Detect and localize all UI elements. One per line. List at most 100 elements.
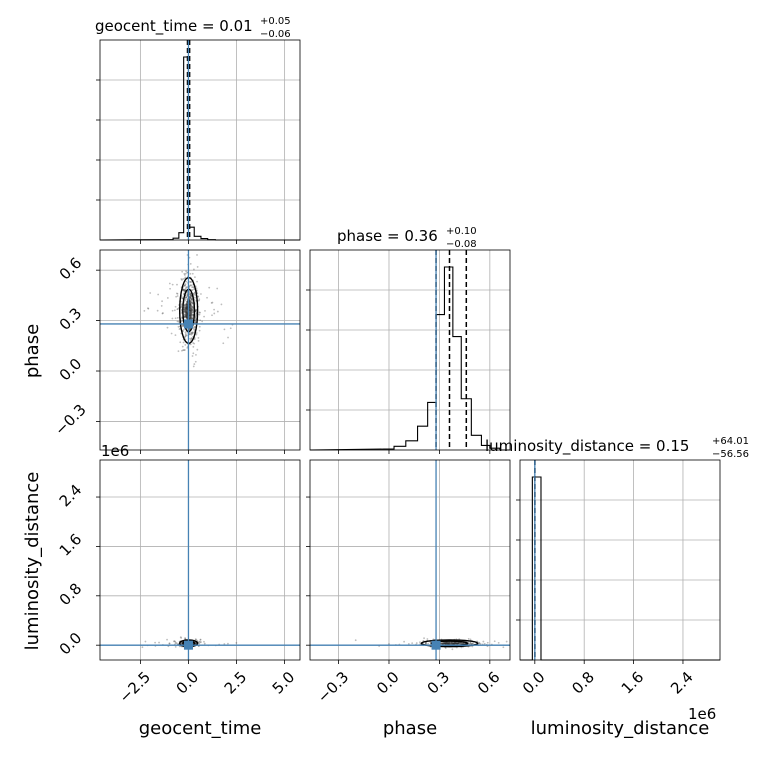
title-geocent-time-plus: +0.05 [260,16,291,27]
sample-point [469,642,472,644]
sample-point [184,283,187,286]
x-tick-label: 1.6 [618,668,648,698]
xlabel-phase: phase [383,718,437,739]
sample-point [183,285,186,287]
sample-point [198,329,201,332]
histogram-phase [309,266,510,451]
sample-point [176,316,179,319]
histogram-geocent_time [99,56,300,241]
sample-point [190,338,192,341]
sample-point [191,306,194,309]
sample-point [467,638,470,640]
sample-point [203,642,206,645]
sample-point [427,642,430,645]
sample-point [191,302,194,305]
sample-point [468,642,471,645]
xlabel-geocent-time: geocent_time [139,718,262,739]
sample-point [213,312,216,315]
sample-point [184,344,187,346]
sample-point [147,307,149,309]
sample-point [176,292,178,295]
sample-point [183,314,186,316]
axes-frame-0-1 [99,249,301,451]
sample-point [174,317,177,320]
sample-point [181,279,183,281]
sample-point [184,303,186,306]
sample-point [186,346,189,349]
sample-point [193,363,196,365]
sample-point [184,308,186,311]
sample-point [193,268,195,271]
sample-point [451,648,454,651]
sample-point [189,292,192,295]
y-tick-label: 0.0 [56,629,86,659]
sample-point [184,637,186,639]
sample-point [190,332,193,334]
sample-point [189,284,191,287]
title-phase-minus: −0.08 [446,239,477,250]
sample-point [193,296,196,299]
x-tick-label: 2.5 [221,668,251,698]
sample-point [183,311,186,313]
sample-point [470,642,473,645]
xlabel-luminosity-distance: luminosity_distance [531,718,710,739]
title-phase-plus: +0.10 [446,226,477,237]
sample-point [173,640,176,642]
sample-point [211,301,214,304]
sample-point [180,637,183,639]
sample-point [174,642,177,645]
ylabel-phase: phase [22,324,43,378]
sample-point [208,286,211,289]
sample-point [229,327,232,330]
sample-point [173,640,175,643]
sample-point [183,309,186,312]
sample-point [458,642,461,645]
sample-point [183,311,186,314]
sample-point [182,324,185,327]
sample-point [198,642,201,645]
y-tick-label: 2.4 [56,481,86,511]
sample-point [194,360,197,363]
sample-point [175,642,178,644]
ylabel-luminosity-distance: luminosity_distance [22,472,43,651]
sample-point [184,287,187,290]
sample-point [482,640,485,643]
sample-point [403,640,406,643]
sample-point [168,642,171,645]
sample-point [199,638,202,641]
sample-point [192,365,195,368]
y-tick-label: 0.8 [56,579,86,609]
sample-point [194,321,197,324]
sample-point [184,334,187,337]
sample-point [188,296,191,298]
sample-point [174,305,177,308]
sample-point [183,349,186,351]
sample-point [190,301,193,304]
sample-point [419,641,421,644]
truth-marker [431,640,441,650]
sample-point [198,298,201,300]
sample-point [184,335,187,338]
sample-point [458,642,461,644]
sample-point [180,296,183,299]
sample-point [183,306,186,308]
sample-point [194,321,197,324]
sample-point [198,311,201,314]
sample-point [191,299,194,302]
sample-point [188,280,191,283]
sample-point [185,295,188,298]
sample-point [191,313,194,316]
sample-point [227,336,229,339]
sample-point [185,296,188,299]
scatter-geocent_time-phase [100,250,300,450]
sample-point [189,294,192,296]
sample-point [223,643,226,645]
sample-point [196,348,199,351]
sample-point [460,642,463,645]
sample-point [222,342,225,345]
sample-point [190,301,193,304]
title-phase: phase = 0.36 [337,227,438,245]
y-tick-label: 0.6 [56,254,86,284]
sample-point [183,284,186,287]
sample-point [180,306,183,309]
